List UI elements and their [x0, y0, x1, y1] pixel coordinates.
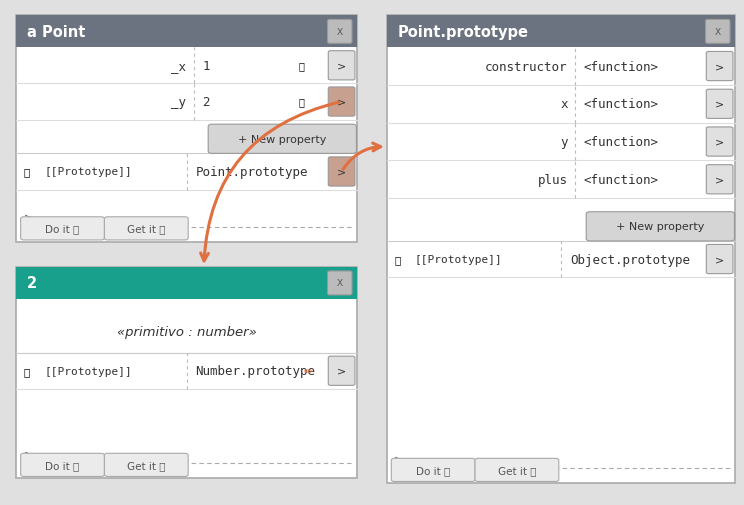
FancyBboxPatch shape — [328, 88, 355, 117]
Text: >: > — [715, 175, 724, 185]
FancyBboxPatch shape — [706, 128, 733, 157]
FancyBboxPatch shape — [16, 17, 357, 48]
FancyBboxPatch shape — [706, 165, 733, 194]
FancyBboxPatch shape — [21, 217, 104, 240]
Text: Point.prototype: Point.prototype — [196, 166, 308, 179]
Text: >: > — [337, 366, 346, 376]
Text: Do it 👉: Do it 👉 — [45, 460, 80, 470]
Text: >: > — [337, 97, 346, 108]
Text: y: y — [560, 136, 568, 149]
FancyBboxPatch shape — [16, 17, 357, 242]
FancyBboxPatch shape — [16, 268, 357, 299]
Text: >: > — [394, 453, 403, 464]
FancyBboxPatch shape — [475, 459, 559, 481]
Text: >: > — [337, 167, 346, 177]
Text: plus: plus — [537, 173, 568, 186]
FancyBboxPatch shape — [705, 20, 730, 44]
Text: ✏️: ✏️ — [304, 366, 314, 376]
Text: X: X — [337, 28, 343, 37]
Text: >: > — [715, 62, 724, 72]
FancyBboxPatch shape — [586, 212, 734, 241]
FancyBboxPatch shape — [387, 17, 735, 48]
FancyBboxPatch shape — [328, 357, 355, 386]
Text: >: > — [24, 213, 33, 222]
Text: Do it 👉: Do it 👉 — [416, 465, 450, 475]
Text: Get it 🤚: Get it 🤚 — [498, 465, 536, 475]
FancyBboxPatch shape — [706, 53, 733, 81]
FancyBboxPatch shape — [706, 245, 733, 274]
Text: >: > — [715, 137, 724, 147]
Text: + New property: + New property — [238, 134, 327, 144]
Text: <function>: <function> — [584, 136, 659, 149]
Text: constructor: constructor — [485, 61, 568, 73]
Text: _x: _x — [171, 60, 186, 73]
Text: [[Prototype]]: [[Prototype]] — [45, 366, 132, 376]
Text: [[Prototype]]: [[Prototype]] — [45, 167, 132, 177]
FancyBboxPatch shape — [706, 90, 733, 119]
Text: «primitivo : number»: «primitivo : number» — [117, 325, 257, 338]
Text: Number.prototype: Number.prototype — [196, 365, 315, 378]
Text: 2: 2 — [27, 276, 36, 291]
Text: X: X — [337, 279, 343, 288]
Text: 1: 1 — [202, 60, 210, 73]
FancyBboxPatch shape — [104, 217, 188, 240]
Text: _y: _y — [171, 96, 186, 109]
Text: x: x — [560, 98, 568, 111]
FancyBboxPatch shape — [391, 459, 475, 481]
Text: <function>: <function> — [584, 98, 659, 111]
Text: Do it 👉: Do it 👉 — [45, 224, 80, 234]
Text: Point.prototype: Point.prototype — [397, 25, 528, 40]
Text: 🔶: 🔶 — [394, 255, 400, 265]
Text: + New property: + New property — [616, 222, 705, 232]
Text: Object.prototype: Object.prototype — [570, 253, 690, 266]
Text: 🔶: 🔶 — [24, 366, 30, 376]
Text: >: > — [337, 61, 346, 71]
Text: >: > — [715, 255, 724, 265]
Text: 🔶: 🔶 — [24, 167, 30, 177]
Text: 2: 2 — [202, 96, 210, 109]
Text: >: > — [24, 448, 33, 459]
FancyBboxPatch shape — [328, 158, 355, 187]
Text: <function>: <function> — [584, 173, 659, 186]
FancyBboxPatch shape — [21, 453, 104, 477]
Text: 👁: 👁 — [298, 61, 304, 71]
Text: 👁: 👁 — [298, 97, 304, 108]
FancyBboxPatch shape — [16, 268, 357, 479]
Text: Get it 🤚: Get it 🤚 — [127, 224, 166, 234]
FancyBboxPatch shape — [327, 271, 352, 295]
Text: X: X — [715, 28, 721, 37]
FancyBboxPatch shape — [387, 17, 735, 483]
FancyBboxPatch shape — [328, 52, 355, 81]
FancyBboxPatch shape — [327, 20, 352, 44]
Text: <function>: <function> — [584, 61, 659, 73]
FancyBboxPatch shape — [208, 125, 356, 154]
Text: [[Prototype]]: [[Prototype]] — [415, 255, 503, 265]
FancyBboxPatch shape — [104, 453, 188, 477]
Text: Get it 🤚: Get it 🤚 — [127, 460, 166, 470]
Text: >: > — [715, 99, 724, 110]
Text: a Point: a Point — [27, 25, 85, 40]
